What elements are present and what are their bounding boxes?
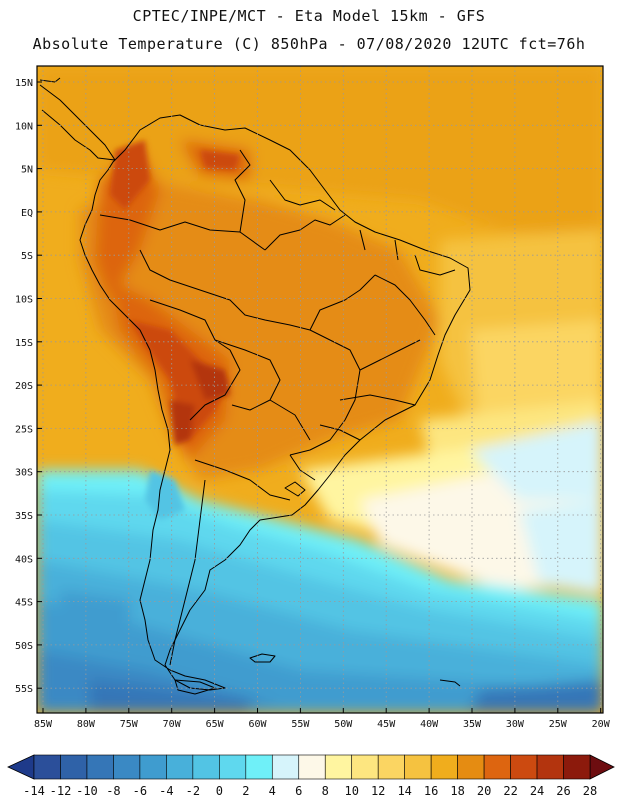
colorbar-swatch: [219, 754, 247, 780]
chart-title-line-1: CPTEC/INPE/MCT - Eta Model 15km - GFS: [132, 7, 486, 25]
colorbar-swatch: [192, 754, 220, 780]
colorbar-label: 14: [397, 784, 411, 798]
colorbar-swatch: [298, 754, 326, 780]
colorbar-swatch: [33, 754, 61, 780]
colorbar-label: 16: [424, 784, 438, 798]
colorbar-swatch: [457, 754, 485, 780]
lat-tick-label: 55S: [15, 684, 33, 695]
lon-tick-label: 40W: [420, 719, 439, 730]
colorbar-swatch: [245, 754, 273, 780]
colorbar-swatch: [563, 754, 591, 780]
colorbar-over-arrow: [589, 754, 615, 780]
colorbar-label: 20: [477, 784, 491, 798]
colorbar-swatch: [430, 754, 458, 780]
colorbar-label: 24: [530, 784, 544, 798]
lat-tick-label: 10N: [15, 121, 33, 132]
colorbar-swatch: [60, 754, 88, 780]
colorbar-label: -4: [159, 784, 173, 798]
colorbar-swatch: [351, 754, 379, 780]
colorbar-label: 26: [556, 784, 570, 798]
lat-tick-label: 40S: [15, 554, 33, 565]
colorbar-label: 22: [503, 784, 517, 798]
colorbar-swatch: [483, 754, 511, 780]
coastline-borders: [39, 77, 471, 695]
chart-title-line-2: Absolute Temperature (C) 850hPa - 07/08/…: [32, 35, 586, 53]
colorbar-label: 6: [295, 784, 302, 798]
map-frame: [36, 65, 604, 714]
colorbar-label: 0: [216, 784, 223, 798]
colorbar-label: -12: [50, 784, 72, 798]
colorbar-label: -14: [23, 784, 45, 798]
colorbar-swatch: [86, 754, 114, 780]
colorbar-swatch: [536, 754, 564, 780]
colorbar-swatch: [166, 754, 194, 780]
colorbar-label: 12: [371, 784, 385, 798]
colorbar-swatch: [377, 754, 405, 780]
lat-tick-label: 50S: [15, 641, 33, 652]
lat-tick-label: 15N: [15, 78, 33, 89]
lon-tick-label: 55W: [291, 719, 310, 730]
lon-tick-label: 60W: [248, 719, 267, 730]
colorbar-label: 28: [583, 784, 597, 798]
lat-tick-label: 10S: [15, 295, 33, 306]
lat-tick-label: 5S: [21, 251, 33, 262]
colorbar-under-arrow: [7, 754, 35, 780]
longitude-axis: 85W 80W 75W 70W 65W 60W 55W 50W 45W 40W 35W 30W 25W 2…: [34, 708, 611, 730]
lon-tick-label: 80W: [77, 719, 96, 730]
temperature-field: [37, 66, 603, 713]
latitude-axis: 15N 10N 5N EQ 5S 10S 15S 20S 25S 30S 35S 40S 45S 50S 5…: [15, 78, 42, 695]
colorbar-label: -6: [133, 784, 147, 798]
lat-tick-label: 45S: [15, 598, 33, 609]
lat-tick-label: 15S: [15, 338, 33, 349]
lat-tick-label: 5N: [21, 165, 33, 176]
colorbar: -14 -12 -10 -8 -6 -4 -2 0 2 4 6 8 10 12 14 16 18 20 22 24 26…: [7, 754, 615, 798]
colorbar-label: -8: [106, 784, 120, 798]
lat-tick-label: 30S: [15, 468, 33, 479]
lat-tick-label: EQ: [21, 208, 33, 219]
lon-tick-label: 35W: [463, 719, 482, 730]
lat-tick-label: 25S: [15, 424, 33, 435]
colorbar-label: 4: [269, 784, 276, 798]
lon-tick-label: 30W: [506, 719, 525, 730]
colorbar-swatch: [113, 754, 141, 780]
lon-tick-label: 75W: [120, 719, 139, 730]
lon-tick-label: 50W: [334, 719, 353, 730]
colorbar-label: 10: [344, 784, 358, 798]
lon-tick-label: 45W: [377, 719, 396, 730]
colorbar-swatch: [510, 754, 538, 780]
colorbar-swatch: [324, 754, 353, 780]
lat-tick-label: 35S: [15, 511, 33, 522]
colorbar-label: 2: [242, 784, 249, 798]
colorbar-swatch: [404, 754, 432, 780]
lon-tick-label: 20W: [592, 719, 611, 730]
lon-tick-label: 70W: [163, 719, 182, 730]
lat-tick-label: 20S: [15, 381, 33, 392]
lon-tick-label: 85W: [34, 719, 53, 730]
colorbar-swatch: [271, 754, 300, 780]
colorbar-label: -2: [186, 784, 200, 798]
lon-tick-label: 25W: [549, 719, 568, 730]
colorbar-label: 8: [322, 784, 329, 798]
colorbar-label: 18: [450, 784, 464, 798]
lon-tick-label: 65W: [206, 719, 225, 730]
colorbar-swatch: [139, 754, 167, 780]
colorbar-label: -10: [76, 784, 98, 798]
